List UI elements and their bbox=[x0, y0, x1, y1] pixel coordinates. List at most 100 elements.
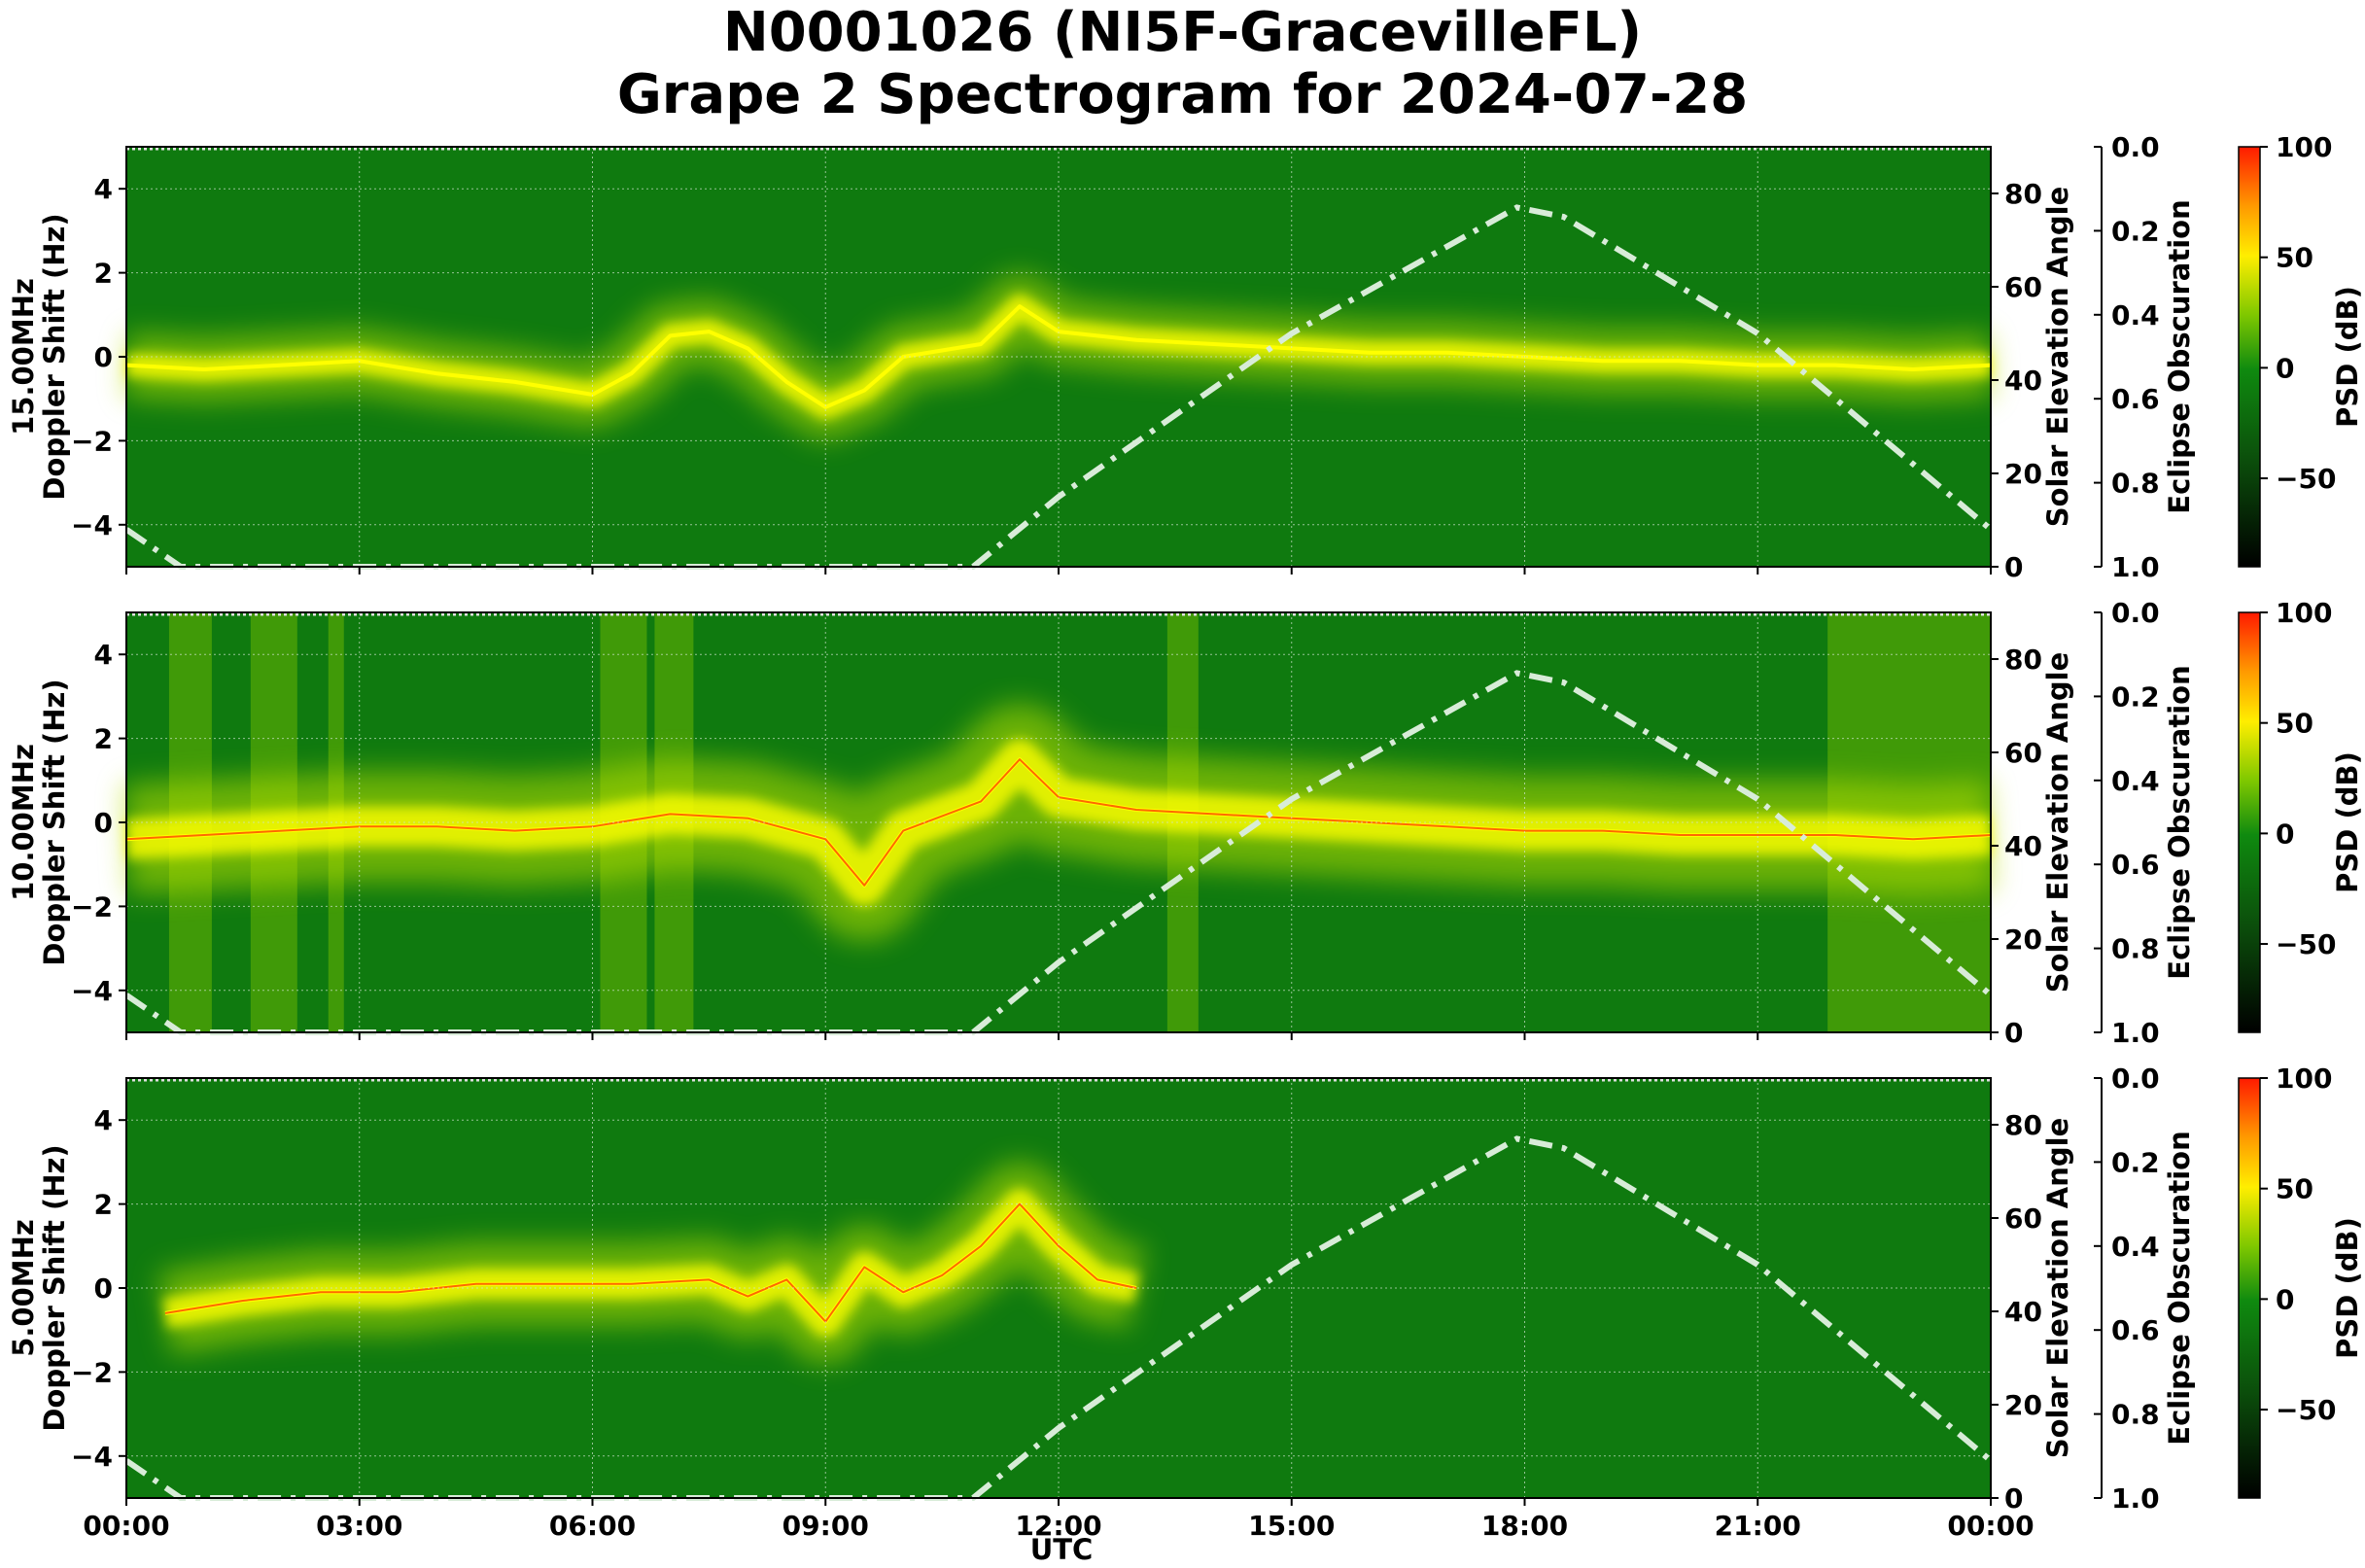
y3-tick-label: 1.0 bbox=[2111, 1017, 2160, 1049]
y-tick-label: 0 bbox=[94, 1272, 113, 1305]
y-tick-label: −2 bbox=[71, 890, 113, 923]
y3-tick-label: 0.2 bbox=[2111, 680, 2160, 713]
colorbar-tick-label: 50 bbox=[2276, 242, 2313, 274]
y2-tick-label: 80 bbox=[2004, 178, 2042, 210]
y-tick-label: 4 bbox=[94, 639, 113, 671]
colorbar-tick-label: 100 bbox=[2276, 1063, 2332, 1095]
y3-tick-label: 0.8 bbox=[2111, 1399, 2160, 1431]
y-axis-label: Doppler Shift (Hz) bbox=[38, 679, 71, 965]
colorbar-tick-label: 0 bbox=[2276, 818, 2294, 850]
colorbar-tick-label: 50 bbox=[2276, 1173, 2313, 1205]
y3-tick-label: 0.4 bbox=[2111, 299, 2160, 331]
x-tick-label: 03:00 bbox=[316, 1510, 402, 1542]
y-axis-label: Doppler Shift (Hz) bbox=[38, 213, 71, 500]
y2-tick-label: 80 bbox=[2004, 1109, 2042, 1141]
y2-tick-label: 60 bbox=[2004, 271, 2042, 303]
signal-peak bbox=[164, 1202, 1137, 1323]
colorbar-tick-label: −50 bbox=[2276, 928, 2336, 960]
x-tick-label: 09:00 bbox=[783, 1510, 869, 1542]
y-tick-label: 0 bbox=[94, 341, 113, 373]
chart-title-line2: Grape 2 Spectrogram for 2024-07-28 bbox=[616, 63, 1749, 126]
y2-tick-label: 40 bbox=[2004, 830, 2042, 862]
solar-elevation-curve bbox=[124, 1135, 1993, 1501]
colorbar-tick-label: 0 bbox=[2276, 1283, 2294, 1315]
y3-tick-label: 0.8 bbox=[2111, 468, 2160, 500]
y2-tick-label: 80 bbox=[2004, 644, 2042, 676]
colorbar-label: PSD (dB) bbox=[2331, 1217, 2364, 1359]
y2-tick-label: 0 bbox=[2004, 551, 2023, 583]
y-tick-label: 2 bbox=[94, 258, 113, 290]
y2-tick-label: 60 bbox=[2004, 1202, 2042, 1235]
colorbar-tick-label: −50 bbox=[2276, 463, 2336, 495]
solar-elevation-curve bbox=[124, 670, 1993, 1035]
colorbar-tick-label: −50 bbox=[2276, 1394, 2336, 1426]
y3-tick-label: 0.6 bbox=[2111, 1314, 2160, 1346]
y-tick-label: 2 bbox=[94, 723, 113, 755]
y3-tick-label: 0.0 bbox=[2111, 1063, 2160, 1095]
y3-tick-label: 1.0 bbox=[2111, 551, 2160, 583]
chart-title-line1: N0001026 (NI5F-GracevilleFL) bbox=[722, 1, 1643, 64]
colorbar-tick-label: 100 bbox=[2276, 131, 2332, 163]
y3-tick-label: 0.0 bbox=[2111, 131, 2160, 163]
y3-tick-label: 0.8 bbox=[2111, 933, 2160, 965]
y2-tick-label: 20 bbox=[2004, 923, 2042, 956]
panel-freq-label: 5.00MHz bbox=[7, 1219, 40, 1357]
y2-tick-label: 20 bbox=[2004, 1389, 2042, 1421]
y2-tick-label: 0 bbox=[2004, 1482, 2023, 1515]
x-axis-label: UTC bbox=[1030, 1533, 1094, 1566]
y-tick-label: 2 bbox=[94, 1189, 113, 1221]
x-tick-label: 12:00 bbox=[1015, 1510, 1101, 1542]
colorbar-tick-label: 100 bbox=[2276, 597, 2332, 629]
y3-axis-label: Eclipse Obscuration bbox=[2163, 1131, 2196, 1445]
y2-tick-label: 40 bbox=[2004, 365, 2042, 397]
x-tick-label: 06:00 bbox=[549, 1510, 636, 1542]
x-tick-label: 00:00 bbox=[1947, 1510, 2034, 1542]
y3-tick-label: 0.4 bbox=[2111, 765, 2160, 797]
colorbar bbox=[2238, 611, 2261, 1033]
y3-tick-label: 0.4 bbox=[2111, 1231, 2160, 1263]
colorbar bbox=[2238, 146, 2261, 568]
y-tick-label: −2 bbox=[71, 1356, 113, 1388]
colorbar-label: PSD (dB) bbox=[2331, 286, 2364, 428]
y2-tick-label: 20 bbox=[2004, 458, 2042, 490]
panel-freq-label: 15.00MHz bbox=[7, 278, 40, 436]
panel-freq-label: 10.00MHz bbox=[7, 744, 40, 901]
colorbar-label: PSD (dB) bbox=[2331, 751, 2364, 893]
y3-tick-label: 0.2 bbox=[2111, 1146, 2160, 1178]
y2-tick-label: 60 bbox=[2004, 737, 2042, 769]
colorbar-tick-label: 50 bbox=[2276, 708, 2313, 740]
colorbar bbox=[2238, 1077, 2261, 1499]
y3-tick-label: 0.2 bbox=[2111, 215, 2160, 247]
y-tick-label: 4 bbox=[94, 1104, 113, 1136]
y-tick-label: −4 bbox=[71, 509, 113, 541]
signal-core bbox=[125, 304, 1992, 409]
y3-tick-label: 0.6 bbox=[2111, 849, 2160, 881]
y2-tick-label: 40 bbox=[2004, 1296, 2042, 1328]
y-tick-label: −4 bbox=[71, 975, 113, 1007]
x-tick-label: 21:00 bbox=[1715, 1510, 1801, 1542]
y2-axis-label: Solar Elevation Angle bbox=[2041, 652, 2074, 993]
y2-tick-label: 0 bbox=[2004, 1017, 2023, 1049]
y-axis-label: Doppler Shift (Hz) bbox=[38, 1144, 71, 1431]
y3-axis-label: Eclipse Obscuration bbox=[2163, 199, 2196, 513]
y2-axis-label: Solar Elevation Angle bbox=[2041, 1118, 2074, 1459]
y3-tick-label: 0.6 bbox=[2111, 383, 2160, 415]
x-tick-label: 18:00 bbox=[1481, 1510, 1568, 1542]
y-tick-label: −4 bbox=[71, 1441, 113, 1473]
y-tick-label: 0 bbox=[94, 807, 113, 839]
x-tick-label: 15:00 bbox=[1248, 1510, 1335, 1542]
y3-tick-label: 1.0 bbox=[2111, 1482, 2160, 1515]
signal-peak bbox=[125, 758, 1992, 887]
x-tick-label: 00:00 bbox=[83, 1510, 169, 1542]
y3-tick-label: 0.0 bbox=[2111, 597, 2160, 629]
y3-axis-label: Eclipse Obscuration bbox=[2163, 665, 2196, 979]
y-tick-label: −2 bbox=[71, 425, 113, 457]
solar-elevation-curve bbox=[124, 204, 1993, 570]
y-tick-label: 4 bbox=[94, 173, 113, 205]
colorbar-tick-label: 0 bbox=[2276, 352, 2294, 384]
y2-axis-label: Solar Elevation Angle bbox=[2041, 187, 2074, 528]
